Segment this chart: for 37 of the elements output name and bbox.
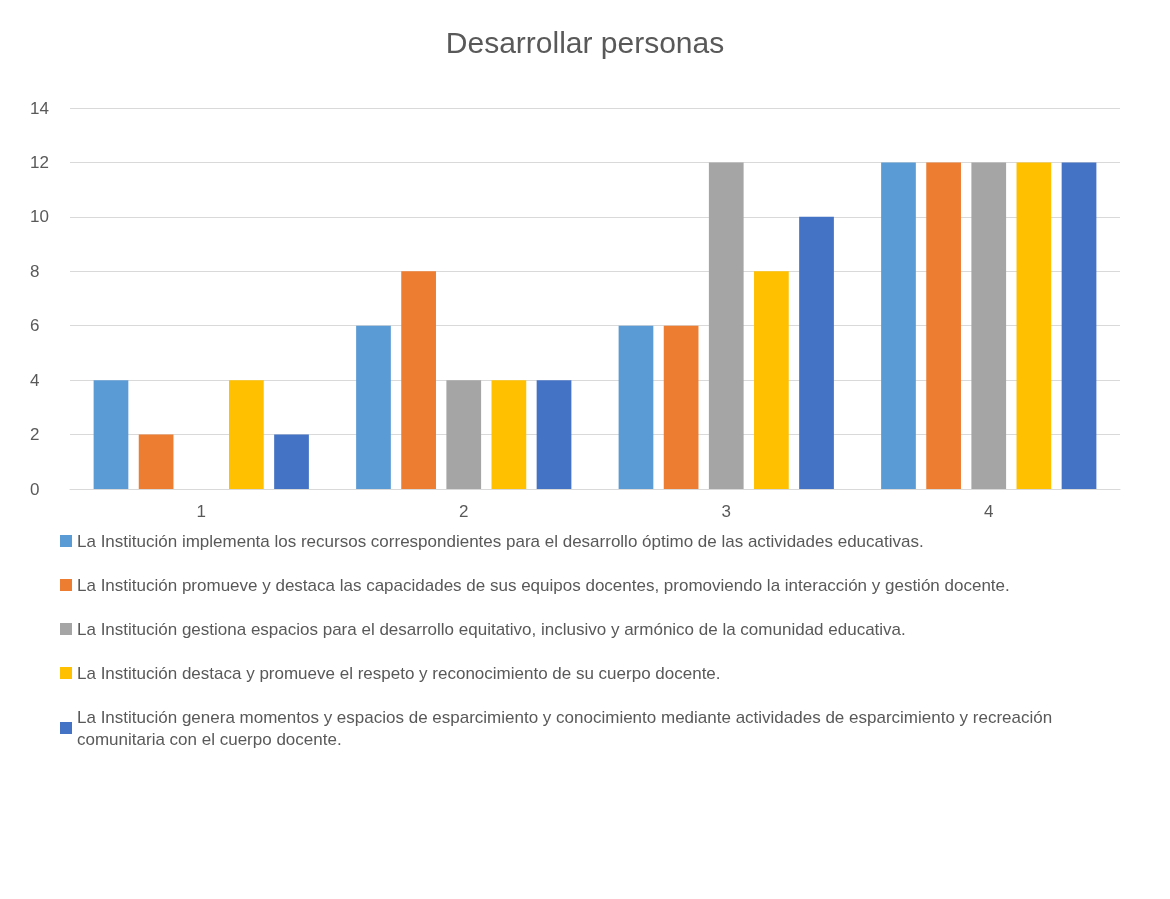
bar <box>926 162 961 489</box>
legend-label: La Institución genera momentos y espacios de esparcimiento y conocimiento mediante actividades de esparcimiento y recreación comunitaria con el cuerpo docente. <box>77 707 1057 749</box>
bar <box>536 380 572 489</box>
y-tick-label: 6 <box>30 316 40 336</box>
bar <box>93 380 129 489</box>
y-tick-label: 2 <box>30 425 40 445</box>
bar <box>356 325 391 489</box>
x-tick-label: 3 <box>721 502 731 521</box>
bar <box>401 271 436 489</box>
bar <box>491 380 527 489</box>
chart-title: Desarrollar personas <box>445 25 725 59</box>
legend-label: La Institución gestiona espacios para el desarrollo equitativo, inclusivo y armónico de la comunidad educativa. <box>77 619 906 639</box>
y-tick-label: 8 <box>30 261 40 281</box>
y-tick-label: 12 <box>30 152 49 172</box>
bar <box>1061 162 1097 489</box>
y-tick-label: 14 <box>30 98 49 118</box>
bar <box>754 271 789 489</box>
bar <box>971 162 1007 489</box>
bar <box>1016 162 1052 489</box>
bar <box>618 325 654 489</box>
bar <box>229 380 264 489</box>
bar <box>881 162 916 489</box>
bar <box>138 434 174 489</box>
y-tick-label: 0 <box>30 479 40 499</box>
y-tick-label: 10 <box>30 207 49 227</box>
y-tick-label: 4 <box>30 370 40 390</box>
legend-label: La Institución destaca y promueve el respeto y reconocimiento de su cuerpo docente. <box>77 663 721 683</box>
legend-label: La Institución implementa los recursos correspondientes para el desarrollo óptimo de las actividades educativas. <box>77 531 924 551</box>
x-tick-label: 2 <box>459 502 469 521</box>
x-tick-label: 1 <box>196 502 206 521</box>
bar <box>274 434 309 489</box>
bar <box>708 162 744 489</box>
bar <box>446 380 482 489</box>
legend-label: La Institución promueve y destaca las capacidades de sus equipos docentes, promoviendo la interacción y gestión docente. <box>77 575 1010 595</box>
bar <box>799 216 834 489</box>
bar <box>663 325 699 489</box>
x-tick-label: 4 <box>984 502 994 521</box>
